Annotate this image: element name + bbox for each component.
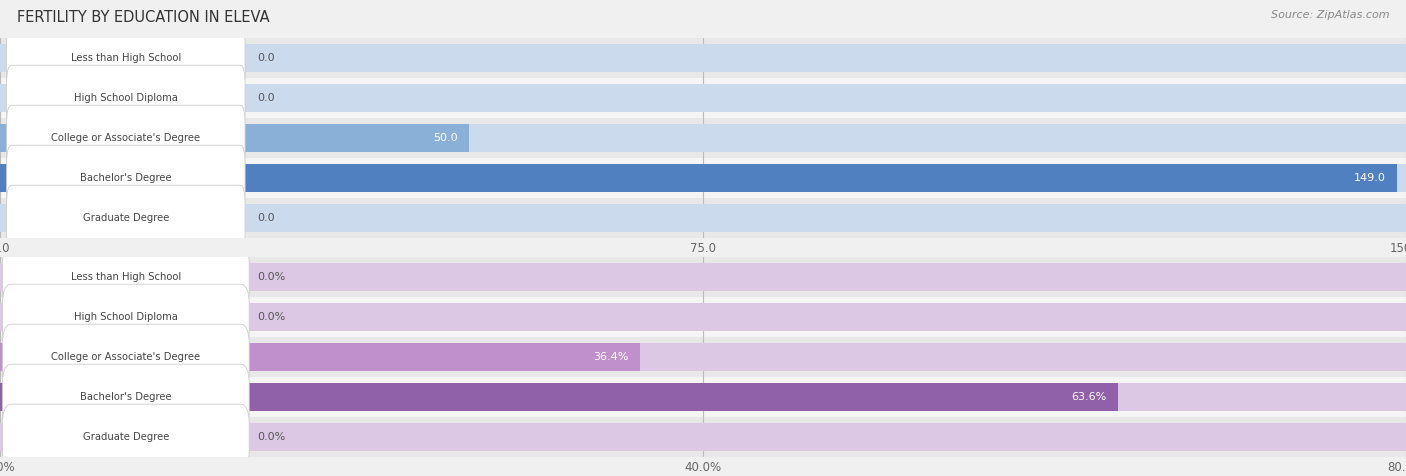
- FancyBboxPatch shape: [3, 364, 249, 430]
- Text: 50.0: 50.0: [433, 133, 457, 143]
- FancyBboxPatch shape: [7, 25, 245, 91]
- Bar: [0, 38, 1406, 78]
- Bar: [0, 164, 1406, 192]
- Text: Graduate Degree: Graduate Degree: [83, 213, 169, 223]
- Bar: [0, 44, 1406, 72]
- Bar: [0, 377, 1406, 417]
- Bar: [0, 417, 1406, 457]
- Text: 0.0: 0.0: [257, 93, 276, 103]
- Text: 36.4%: 36.4%: [593, 352, 628, 362]
- Bar: [0, 303, 1406, 331]
- Bar: [0, 124, 468, 152]
- Text: Less than High School: Less than High School: [70, 53, 181, 63]
- Bar: [0, 343, 640, 371]
- Bar: [0, 423, 1406, 451]
- Text: 0.0%: 0.0%: [257, 312, 285, 322]
- Bar: [0, 383, 1406, 411]
- Text: 0.0%: 0.0%: [257, 272, 285, 282]
- Text: Source: ZipAtlas.com: Source: ZipAtlas.com: [1271, 10, 1389, 20]
- FancyBboxPatch shape: [3, 284, 249, 350]
- FancyBboxPatch shape: [3, 244, 249, 310]
- Bar: [0, 383, 1118, 411]
- Bar: [0, 263, 1406, 291]
- FancyBboxPatch shape: [3, 324, 249, 390]
- FancyBboxPatch shape: [7, 105, 245, 171]
- Text: High School Diploma: High School Diploma: [75, 93, 177, 103]
- FancyBboxPatch shape: [7, 65, 245, 131]
- Text: College or Associate's Degree: College or Associate's Degree: [51, 352, 201, 362]
- Text: Less than High School: Less than High School: [70, 272, 181, 282]
- Bar: [0, 158, 1406, 198]
- Text: Graduate Degree: Graduate Degree: [83, 432, 169, 442]
- Bar: [0, 337, 1406, 377]
- Text: 0.0: 0.0: [257, 213, 276, 223]
- Bar: [0, 164, 1396, 192]
- FancyBboxPatch shape: [7, 185, 245, 251]
- Text: Bachelor's Degree: Bachelor's Degree: [80, 392, 172, 402]
- Bar: [0, 78, 1406, 118]
- Text: 63.6%: 63.6%: [1071, 392, 1107, 402]
- Text: 0.0%: 0.0%: [257, 432, 285, 442]
- Text: College or Associate's Degree: College or Associate's Degree: [51, 133, 201, 143]
- Text: High School Diploma: High School Diploma: [75, 312, 177, 322]
- Bar: [0, 198, 1406, 238]
- Text: 0.0: 0.0: [257, 53, 276, 63]
- FancyBboxPatch shape: [3, 404, 249, 470]
- Bar: [0, 297, 1406, 337]
- FancyBboxPatch shape: [7, 145, 245, 211]
- Bar: [0, 343, 1406, 371]
- Text: Bachelor's Degree: Bachelor's Degree: [80, 173, 172, 183]
- Bar: [0, 124, 1406, 152]
- Text: 149.0: 149.0: [1354, 173, 1385, 183]
- Bar: [0, 118, 1406, 158]
- Bar: [0, 84, 1406, 112]
- Bar: [0, 204, 1406, 232]
- Bar: [0, 257, 1406, 297]
- Text: FERTILITY BY EDUCATION IN ELEVA: FERTILITY BY EDUCATION IN ELEVA: [17, 10, 270, 25]
